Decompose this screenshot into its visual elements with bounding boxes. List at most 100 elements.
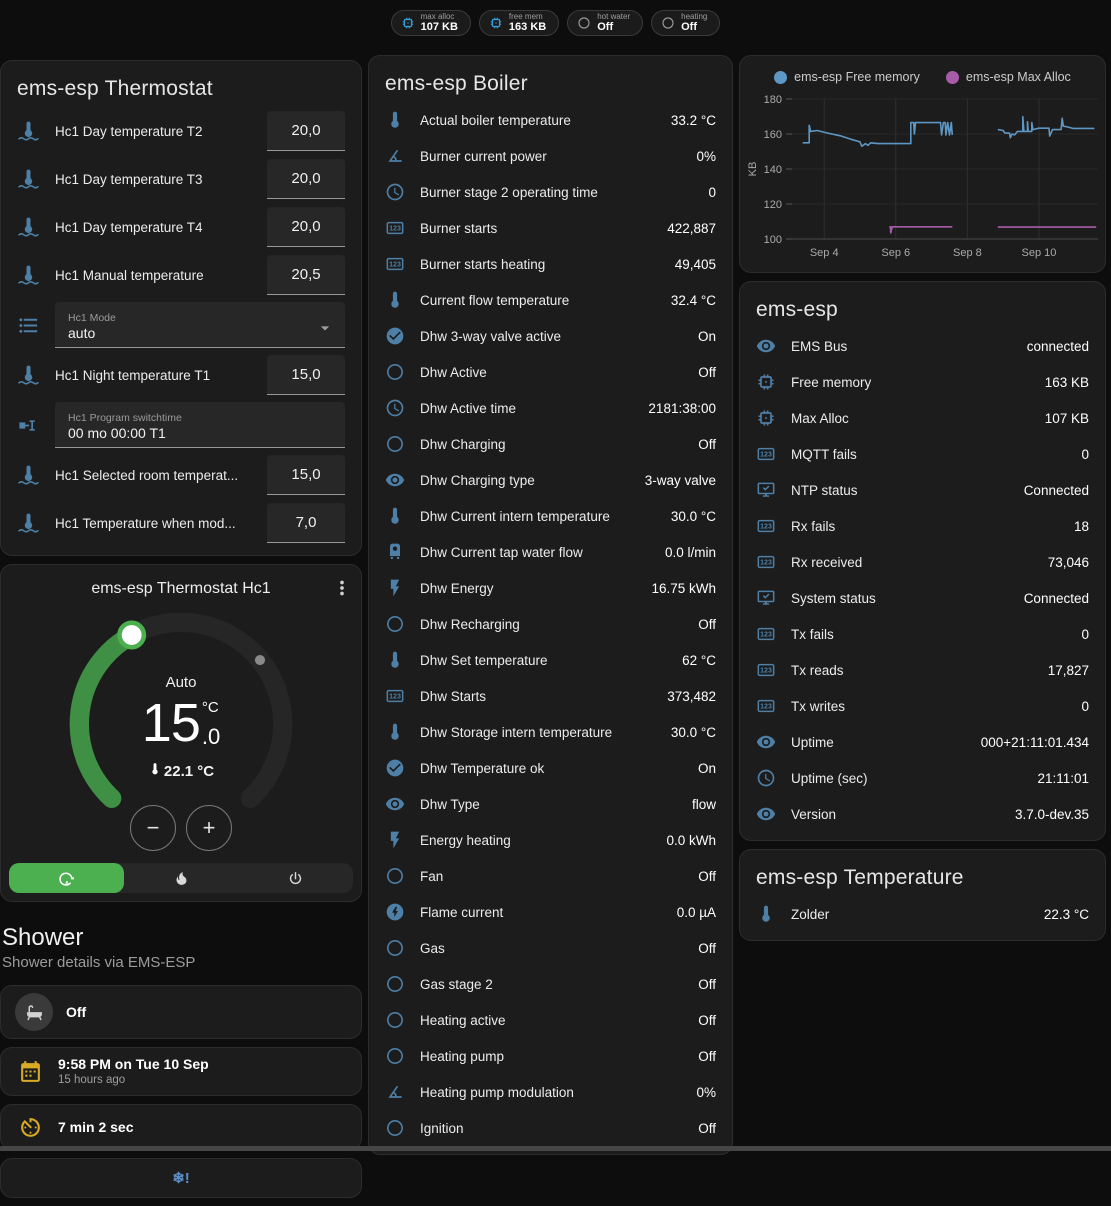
entity-row: Hc1 Temperature when mod... 7,0 — [1, 499, 361, 547]
legend-item[interactable]: ems-esp Max Alloc — [945, 70, 1071, 84]
entity-label: Heating active — [420, 1012, 506, 1028]
entity-row[interactable]: Dhw Storage intern temperature 30.0 °C — [369, 714, 732, 750]
entity-row[interactable]: 123 MQTT fails 0 — [740, 436, 1105, 472]
svg-text:123: 123 — [760, 559, 772, 567]
entity-row[interactable]: 123 Tx reads 17,827 — [740, 652, 1105, 688]
entity-row[interactable]: Burner current power 0% — [369, 138, 732, 174]
svg-text:123: 123 — [389, 261, 401, 269]
entity-row[interactable]: Gas stage 2 Off — [369, 966, 732, 1002]
text-input[interactable]: Hc1 Program switchtime 00 mo 00:00 T1 — [55, 402, 345, 448]
entity-row[interactable]: Dhw Temperature ok On — [369, 750, 732, 786]
shower-card[interactable]: ❄! — [0, 1158, 362, 1199]
hvac-mode-auto-mode[interactable]: A — [9, 863, 124, 893]
entity-value: Off — [698, 436, 716, 452]
number-input[interactable]: 15,0 — [267, 455, 345, 495]
entity-row[interactable]: Current flow temperature 32.4 °C — [369, 282, 732, 318]
entity-row[interactable]: NTP status Connected — [740, 472, 1105, 508]
entity-row[interactable]: 123 Tx writes 0 — [740, 688, 1105, 724]
badge-label: heating — [681, 12, 708, 22]
number-input[interactable]: 20,0 — [267, 159, 345, 199]
number-input[interactable]: 20,5 — [267, 255, 345, 295]
entity-label: Max Alloc — [791, 410, 849, 426]
mode-select[interactable]: Hc1 Mode auto — [55, 302, 345, 348]
number-input[interactable]: 20,0 — [267, 207, 345, 247]
entity-value: 0 — [1081, 698, 1089, 714]
legend-item[interactable]: ems-esp Free memory — [774, 70, 920, 84]
entity-row[interactable]: Dhw Current intern temperature 30.0 °C — [369, 498, 732, 534]
shower-card[interactable]: Off — [0, 985, 362, 1039]
entity-value: 30.0 °C — [670, 508, 716, 524]
boiler-rows: Actual boiler temperature 33.2 °C Burner c… — [369, 102, 732, 1146]
entity-row[interactable]: Dhw Set temperature 62 °C — [369, 642, 732, 678]
entity-row[interactable]: Free memory 163 KB — [740, 364, 1105, 400]
svg-text:Sep 6: Sep 6 — [881, 247, 910, 259]
shower-card[interactable]: 9:58 PM on Tue 10 Sep 15 hours ago — [0, 1047, 362, 1097]
entity-row[interactable]: Gas Off — [369, 930, 732, 966]
thermostat-dial-card: ems-esp Thermostat Hc1 Auto 15 °C .0 — [0, 564, 362, 902]
shower-card[interactable]: 7 min 2 sec — [0, 1104, 362, 1151]
circle-outline-icon — [385, 1118, 405, 1138]
entity-row[interactable]: Dhw Current tap water flow 0.0 l/min — [369, 534, 732, 570]
entity-row[interactable]: Zolder 22.3 °C — [740, 896, 1105, 932]
decrease-temp-button[interactable]: − — [130, 805, 176, 851]
entity-row[interactable]: EMS Bus connected — [740, 328, 1105, 364]
badge-label: max alloc — [420, 12, 455, 22]
entity-row[interactable]: Ignition Off — [369, 1110, 732, 1146]
counter-icon: 123 — [756, 660, 776, 680]
horizontal-scrollbar[interactable] — [0, 1146, 1111, 1151]
entity-row[interactable]: Dhw Charging type 3-way valve — [369, 462, 732, 498]
entity-row[interactable]: Dhw Type flow — [369, 786, 732, 822]
entity-label: Hc1 Night temperature T1 — [55, 367, 211, 383]
badge-hot-water[interactable]: hot water Off — [567, 10, 644, 36]
entity-label: Heating pump — [420, 1048, 505, 1064]
hvac-mode-power[interactable] — [238, 863, 353, 893]
thermometer-water-icon — [17, 168, 40, 191]
entity-row[interactable]: Heating pump modulation 0% — [369, 1074, 732, 1110]
entity-row[interactable]: Dhw 3-way valve active On — [369, 318, 732, 354]
format-list-icon — [17, 314, 40, 337]
number-input[interactable]: 15,0 — [267, 355, 345, 395]
badge-heating[interactable]: heating Off — [651, 10, 721, 36]
entity-row: Hc1 Selected room temperat... 15,0 — [1, 451, 361, 499]
entity-row[interactable]: 123 Burner starts heating 49,405 — [369, 246, 732, 282]
entity-row[interactable]: Uptime 000+21:11:01.434 — [740, 724, 1105, 760]
entity-row[interactable]: Flame current 0.0 µA — [369, 894, 732, 930]
entity-row[interactable]: Fan Off — [369, 858, 732, 894]
more-options-icon[interactable] — [331, 577, 353, 599]
entity-label: MQTT fails — [791, 446, 857, 462]
entity-row[interactable]: Dhw Active time 2181:38:00 — [369, 390, 732, 426]
entity-row[interactable]: Heating pump Off — [369, 1038, 732, 1074]
entity-row[interactable]: Version 3.7.0-dev.35 — [740, 796, 1105, 832]
entity-row[interactable]: 123 Burner starts 422,887 — [369, 210, 732, 246]
entity-row[interactable]: Dhw Charging Off — [369, 426, 732, 462]
thermostat-dial[interactable]: Auto 15 °C .0 22.1 °C — [59, 602, 303, 846]
entity-row[interactable]: Uptime (sec) 21:11:01 — [740, 760, 1105, 796]
entity-row[interactable]: Burner stage 2 operating time 0 — [369, 174, 732, 210]
hvac-mode-fire[interactable] — [124, 863, 239, 893]
badge-free-mem[interactable]: free mem 163 KB — [478, 10, 560, 36]
increase-temp-button[interactable]: + — [186, 805, 232, 851]
target-temp-dec: .0 — [201, 724, 221, 749]
entity-row[interactable]: 123 Dhw Starts 373,482 — [369, 678, 732, 714]
entity-row[interactable]: 123 Rx received 73,046 — [740, 544, 1105, 580]
entity-row[interactable]: System status Connected — [740, 580, 1105, 616]
entity-row[interactable]: Dhw Recharging Off — [369, 606, 732, 642]
entity-row[interactable]: Dhw Energy 16.75 kWh — [369, 570, 732, 606]
entity-row[interactable]: Energy heating 0.0 kWh — [369, 822, 732, 858]
entity-row[interactable]: Heating active Off — [369, 1002, 732, 1038]
legend-label: ems-esp Free memory — [794, 70, 920, 84]
counter-icon: 123 — [756, 552, 776, 572]
entity-value: 0.0 l/min — [664, 544, 716, 560]
entity-row[interactable]: 123 Tx fails 0 — [740, 616, 1105, 652]
entity-row[interactable]: 123 Rx fails 18 — [740, 508, 1105, 544]
entity-row[interactable]: Dhw Active Off — [369, 354, 732, 390]
number-input[interactable]: 7,0 — [267, 503, 345, 543]
entity-value: 0 — [708, 184, 716, 200]
number-input[interactable]: 20,0 — [267, 111, 345, 151]
entity-row[interactable]: Max Alloc 107 KB — [740, 400, 1105, 436]
counter-icon: 123 — [385, 686, 405, 706]
entity-value: 0.0 kWh — [666, 832, 716, 848]
entity-row[interactable]: Actual boiler temperature 33.2 °C — [369, 102, 732, 138]
badge-max-alloc[interactable]: max alloc 107 KB — [390, 10, 471, 36]
entity-value: Off — [698, 1120, 716, 1136]
